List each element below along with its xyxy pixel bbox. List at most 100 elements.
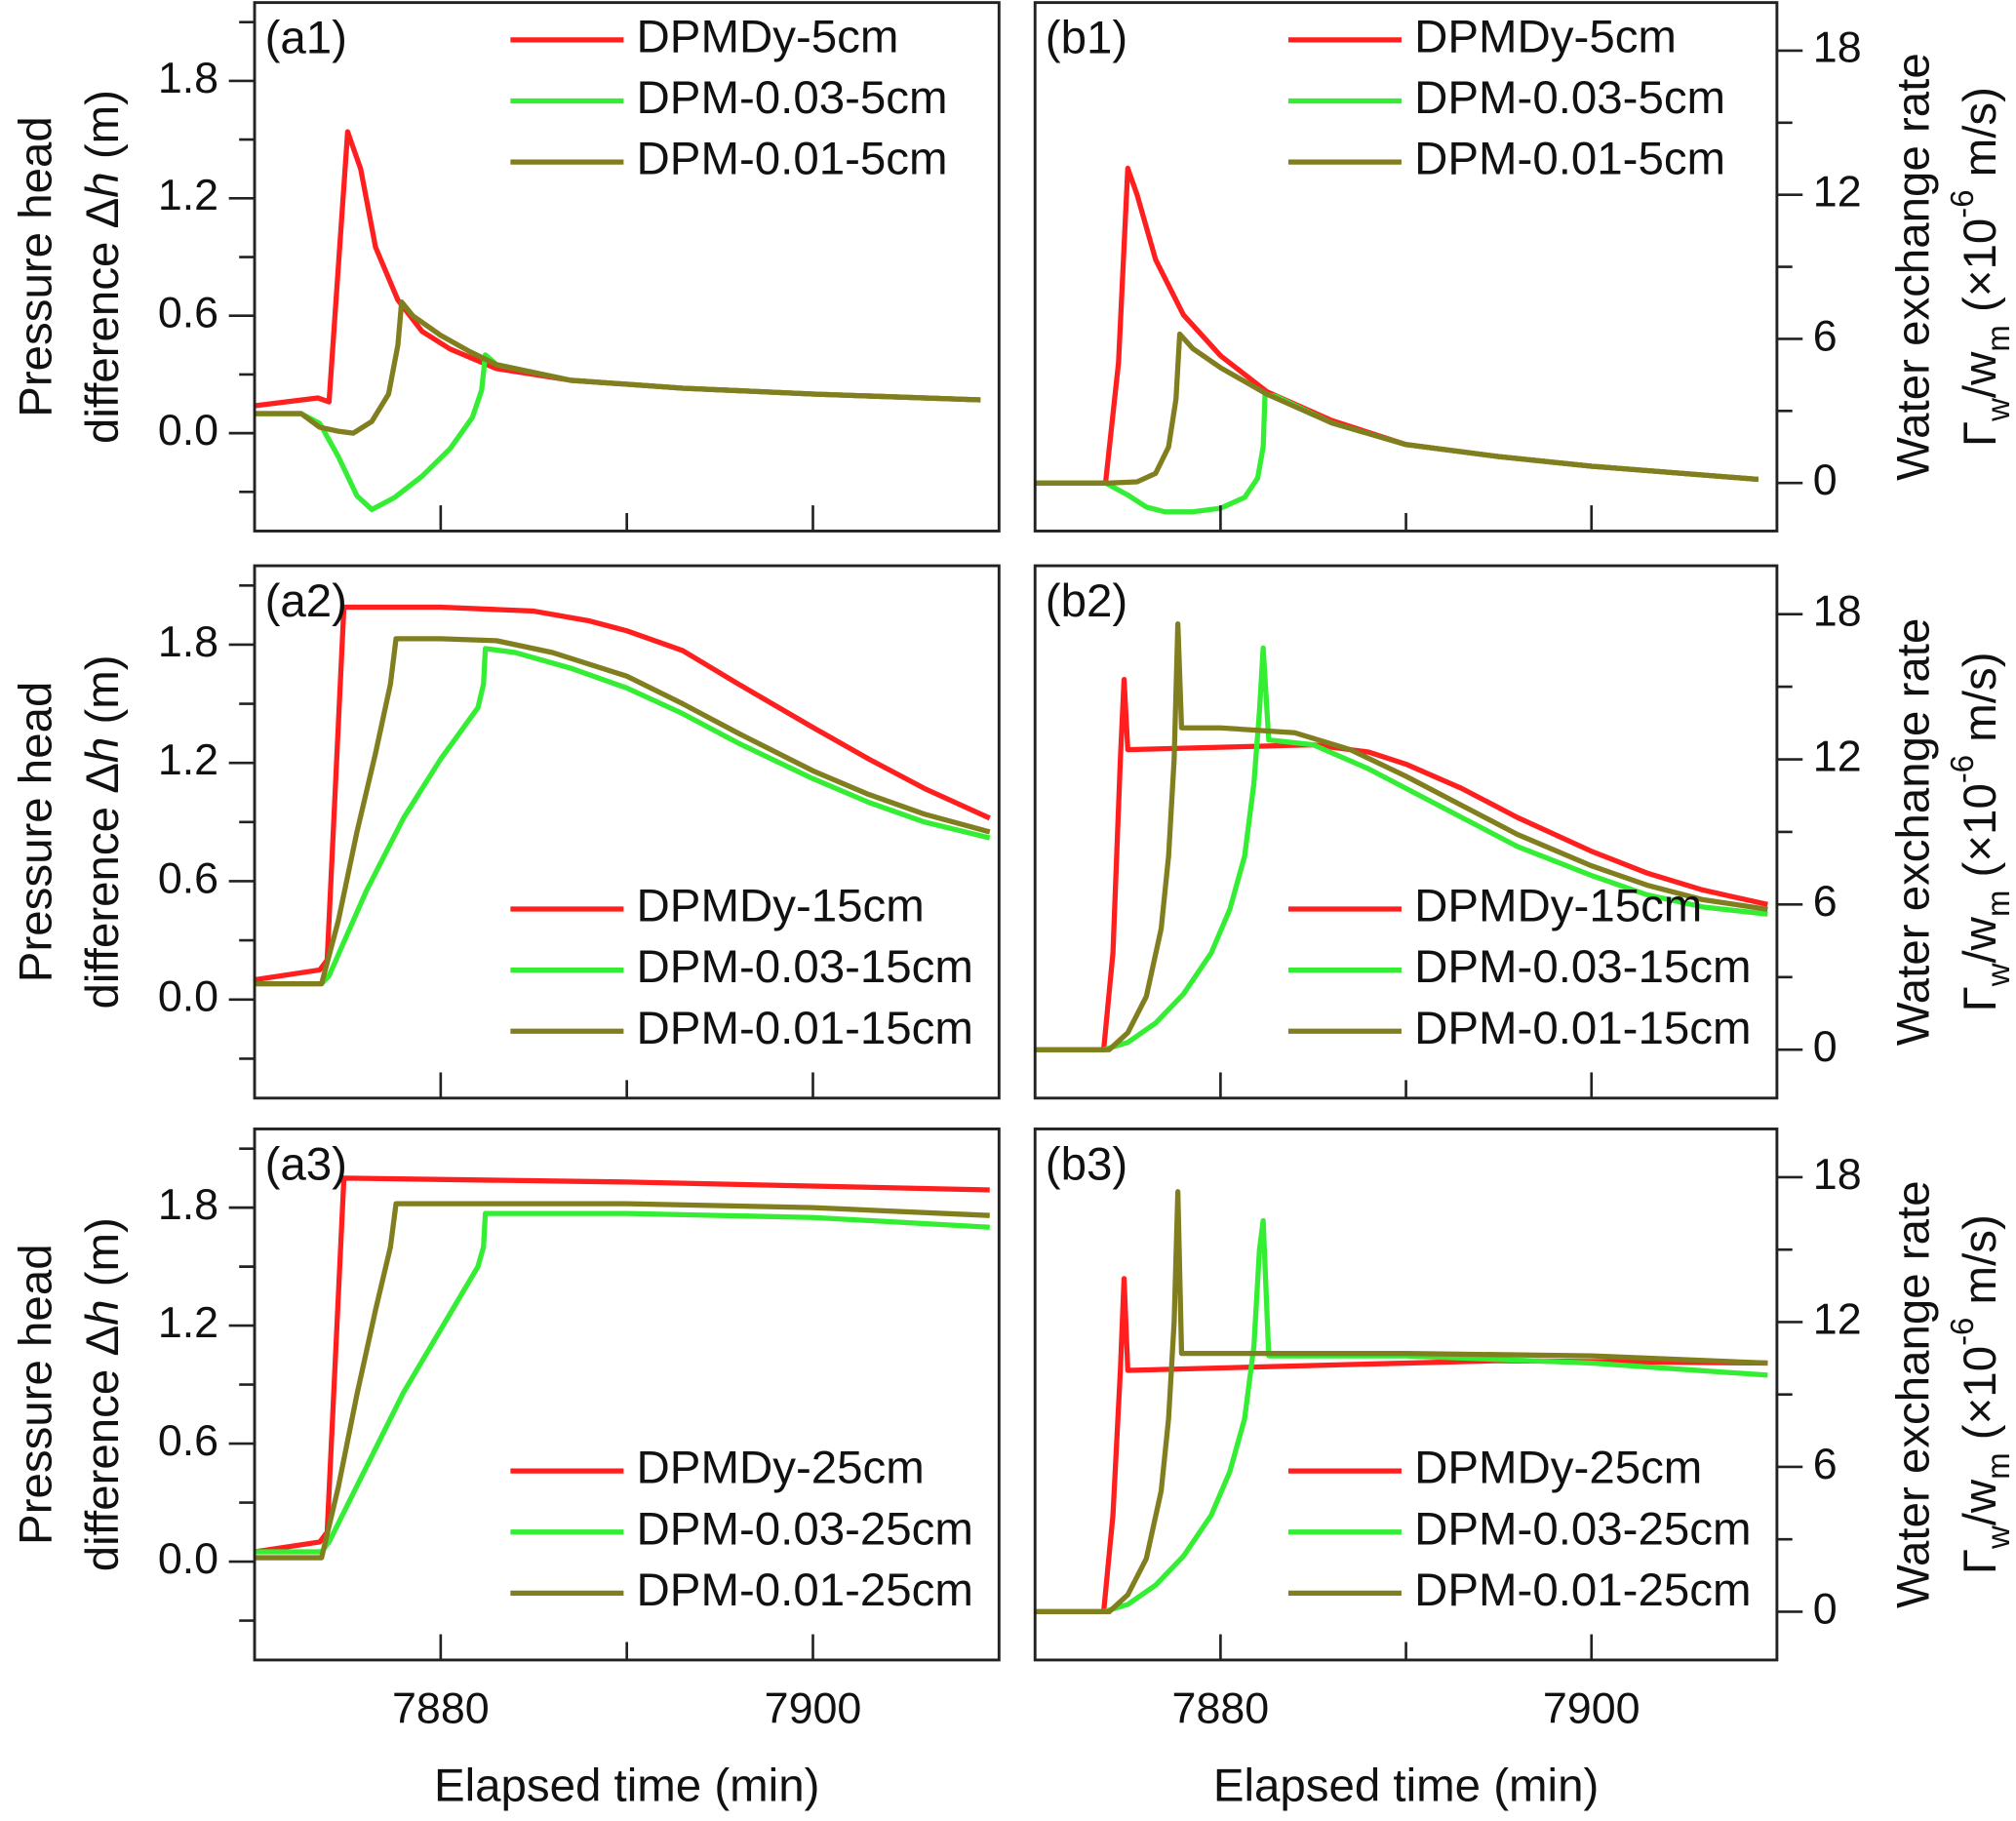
legend-label: DPM-0.01-15cm [1414, 1003, 1751, 1054]
x-tick-label: 7880 [392, 1684, 490, 1733]
panel: 0.0 0.6 1.2 1.8 Pressure head difference Δh (… [10, 564, 1001, 1100]
data-line [1035, 391, 1759, 515]
y-axis-label: Γw/wm (×10-6 m/s) [1944, 1214, 2016, 1574]
y-tick-label: 0 [1813, 1584, 1838, 1633]
data-line [255, 1175, 990, 1555]
data-line [1035, 1276, 1768, 1615]
y-axis-label-part: difference Δ [77, 763, 129, 1009]
data-line [1035, 331, 1759, 486]
y-axis-label: Γw/wm (×10-6 m/s) [1944, 652, 2016, 1011]
y-axis-label-part: (×10 [1954, 1346, 2005, 1452]
y-tick-label: 18 [1813, 1150, 1862, 1199]
data-line [1035, 620, 1768, 1052]
panel-label: (b1) [1046, 13, 1127, 64]
legend-label: DPM-0.03-5cm [637, 72, 948, 124]
y-axis-label: Pressure head [10, 1244, 61, 1545]
x-axis-label: Elapsed time (min) [1213, 1760, 1599, 1811]
y-tick-label: 1.8 [158, 1180, 218, 1229]
y-tick-label: 0.6 [158, 1416, 218, 1465]
y-tick-label: 6 [1813, 311, 1838, 360]
legend-label: DPMDy-25cm [1414, 1443, 1702, 1494]
y-axis-label: difference Δh (m) [77, 1217, 129, 1571]
data-line [255, 646, 991, 987]
x-tick-label: 7900 [1543, 1684, 1640, 1733]
legend-label: DPM-0.03-5cm [1414, 72, 1725, 124]
legend-label: DPMDy-5cm [637, 11, 899, 62]
y-tick-label: 1.2 [158, 735, 218, 784]
y-axis-label-part: w [1980, 398, 2016, 422]
data-line [255, 352, 981, 513]
y-axis-label-part: Γ [1954, 1549, 2005, 1574]
y-axis-label-part: difference Δ [77, 1326, 129, 1571]
y-tick-label: 0 [1813, 1022, 1838, 1071]
y-axis-label-part: -6 [1944, 1318, 1980, 1346]
y-tick-label: 6 [1813, 877, 1838, 926]
y-axis-label: Water exchange rate [1887, 53, 1939, 481]
y-axis-label-part: h [77, 172, 129, 197]
y-tick-label: 1.8 [158, 54, 218, 102]
x-tick-label: 7900 [765, 1684, 862, 1733]
y-axis-label-part: Γ [1954, 986, 2005, 1011]
y-tick-label: 1.8 [158, 617, 218, 666]
y-axis-label-part: Pressure head [10, 116, 61, 417]
legend-label: DPM-0.01-5cm [1414, 134, 1725, 185]
y-axis-label-part: (×10 [1954, 783, 2005, 890]
y-tick-label: 0.6 [158, 289, 218, 337]
y-tick-label: 0.0 [158, 1534, 218, 1583]
panel: 0.0 0.6 1.2 1.8 Pressure head difference Δh (… [10, 1, 1001, 533]
panel-label: (a1) [265, 13, 347, 64]
y-axis-label-part: Γ [1954, 421, 2005, 447]
y-axis-label-part: /w [1954, 916, 2005, 963]
x-axis-label: Elapsed time (min) [434, 1760, 819, 1811]
legend-label: DPM-0.03-25cm [1414, 1503, 1751, 1555]
legend-label: DPM-0.01-25cm [637, 1564, 973, 1616]
y-axis-label-part: -6 [1944, 755, 1980, 783]
legend-label: DPM-0.03-25cm [637, 1503, 973, 1555]
data-line [1035, 165, 1759, 486]
y-axis-label-part: Pressure head [10, 1244, 61, 1545]
y-axis-label: difference Δh (m) [77, 654, 129, 1009]
y-axis-label: Water exchange rate [1887, 1180, 1939, 1608]
panel-label: (b3) [1046, 1139, 1127, 1191]
y-tick-label: 0.0 [158, 406, 218, 455]
y-axis-label-part: m [1980, 891, 2016, 917]
y-axis-label-part: w [1980, 963, 2016, 987]
legend-label: DPMDy-25cm [637, 1443, 925, 1494]
y-axis-label-part: w [1980, 1525, 2016, 1550]
legend-label: DPM-0.01-5cm [637, 134, 948, 185]
y-axis-label-part: (m) [77, 1217, 129, 1299]
legend-label: DPM-0.03-15cm [637, 941, 973, 993]
y-tick-label: 12 [1813, 168, 1862, 217]
data-line [255, 299, 981, 436]
data-line [1035, 1189, 1768, 1615]
data-line [1035, 645, 1768, 1052]
legend-label: DPMDy-5cm [1414, 11, 1677, 62]
y-tick-label: 18 [1813, 23, 1862, 72]
y-axis-label-part: Water exchange rate [1887, 618, 1939, 1047]
y-axis-label-part: /w [1954, 351, 2005, 398]
y-axis-label-part: m [1980, 1452, 2016, 1479]
legend-label: DPM-0.03-15cm [1414, 941, 1751, 993]
y-tick-label: 12 [1813, 732, 1862, 780]
y-axis-label-part: Water exchange rate [1887, 1180, 1939, 1608]
y-axis-label-part: -6 [1944, 189, 1980, 218]
y-tick-label: 18 [1813, 587, 1862, 636]
data-line [255, 636, 991, 987]
y-tick-label: 1.2 [158, 1298, 218, 1347]
y-tick-label: 1.2 [158, 171, 218, 219]
y-axis-label-part: m [1980, 325, 2016, 351]
panel-label: (a2) [265, 575, 347, 627]
x-tick-label: 7880 [1172, 1684, 1270, 1733]
panel-label: (a3) [265, 1139, 347, 1191]
data-line [255, 1210, 990, 1555]
legend-label: DPM-0.01-25cm [1414, 1564, 1751, 1616]
panel-label: (b2) [1046, 575, 1127, 627]
y-axis-label: Pressure head [10, 682, 61, 983]
y-tick-label: 12 [1813, 1294, 1862, 1343]
y-axis-label: difference Δh (m) [77, 90, 129, 444]
y-axis-label-part: (×10 [1954, 218, 2005, 325]
